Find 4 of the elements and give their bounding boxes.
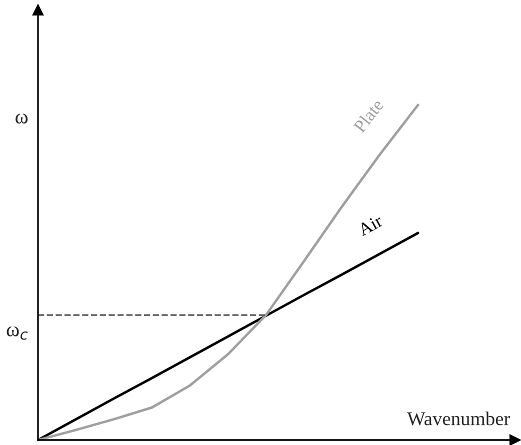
text: Air: [356, 214, 384, 236]
x-axis-title: Wavenumber: [407, 412, 510, 426]
ref-line-label: ω$_{c}$: [6, 326, 28, 340]
y-axis-title: ω: [16, 114, 28, 124]
